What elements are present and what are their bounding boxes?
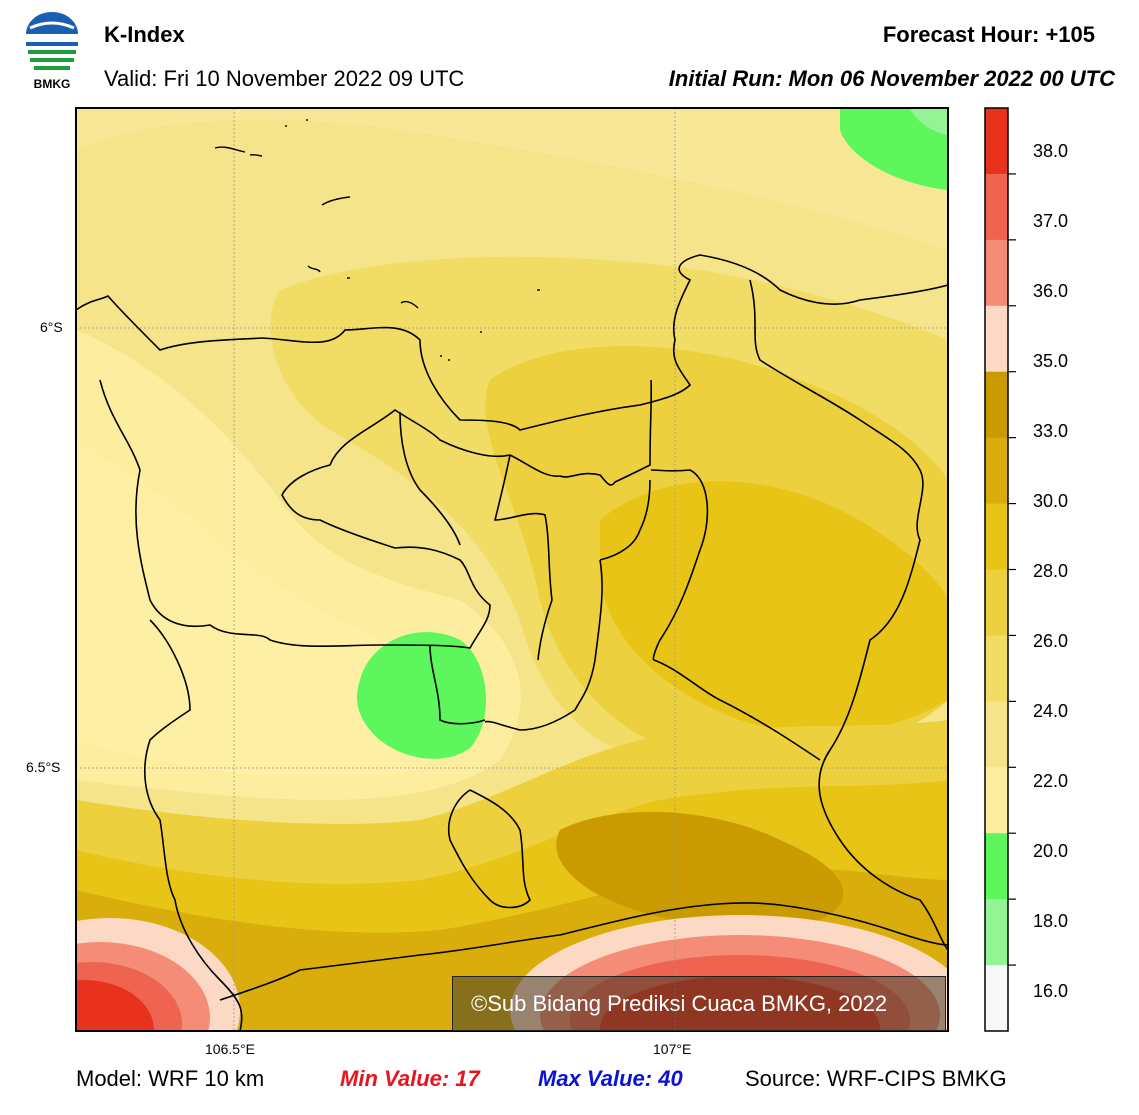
graticule <box>76 108 948 1031</box>
model-info: Model: WRF 10 km <box>76 1066 265 1091</box>
colorbar-tick-label: 16.0 <box>1033 981 1069 1001</box>
colorbar-tick-label: 28.0 <box>1033 561 1069 581</box>
colorbar-segment <box>985 635 1008 702</box>
min-value: Min Value: 17 <box>340 1066 480 1091</box>
colorbar-segment <box>985 701 1008 768</box>
map-title: K-Index <box>104 22 185 47</box>
source-info: Source: WRF-CIPS BMKG <box>745 1066 1007 1091</box>
colorbar-tick-label: 18.0 <box>1033 911 1069 931</box>
forecast-hour: Forecast Hour: +105 <box>882 22 1095 47</box>
lat-label-6s: 6°S <box>40 319 63 335</box>
colorbar-tick-label: 20.0 <box>1033 841 1069 861</box>
colorbar-segment <box>985 371 1008 439</box>
colorbar-segment <box>985 833 1008 900</box>
colorbar <box>985 108 1016 1032</box>
logo-text: BMKG <box>34 77 71 91</box>
colorbar-segment <box>985 437 1008 505</box>
colorbar-tick-label: 37.0 <box>1033 211 1069 231</box>
colorbar-tick-label: 36.0 <box>1033 281 1069 301</box>
k-index-field <box>76 108 948 1031</box>
colorbar-segment <box>985 569 1008 636</box>
colorbar-segment <box>985 173 1008 241</box>
initial-run: Initial Run: Mon 06 November 2022 00 UTC <box>668 66 1115 91</box>
valid-time: Valid: Fri 10 November 2022 09 UTC <box>104 66 465 91</box>
colorbar-tick-label: 26.0 <box>1033 631 1069 651</box>
colorbar-segment <box>985 239 1008 307</box>
bmkg-logo: BMKG <box>20 12 84 92</box>
bmkg-logo-emblem: BMKG <box>26 12 78 91</box>
colorbar-tick-label: 24.0 <box>1033 701 1069 721</box>
colorbar-tick-label: 30.0 <box>1033 491 1069 511</box>
admin-boundaries <box>76 254 948 1031</box>
colorbar-segment <box>985 899 1008 966</box>
colorbar-segment <box>985 108 1008 175</box>
copyright-notice: ©Sub Bidang Prediksi Cuaca BMKG, 2022 <box>452 976 946 1031</box>
colorbar-segment <box>985 503 1008 570</box>
colorbar-tick-label: 22.0 <box>1033 771 1069 791</box>
colorbar-segment <box>985 767 1008 834</box>
colorbar-tick-label: 35.0 <box>1033 351 1069 371</box>
colorbar-segment <box>985 965 1008 1032</box>
lon-label-106-5e: 106.5°E <box>205 1041 255 1057</box>
lon-label-107e: 107°E <box>653 1041 692 1057</box>
colorbar-tick-label: 38.0 <box>1033 141 1069 161</box>
colorbar-frame <box>984 107 1009 1032</box>
lat-label-6-5s: 6.5°S <box>26 759 61 775</box>
max-value: Max Value: 40 <box>538 1066 683 1091</box>
colorbar-segment <box>985 305 1008 373</box>
islands <box>214 119 540 361</box>
map-frame <box>75 107 949 1032</box>
colorbar-tick-label: 33.0 <box>1033 421 1069 441</box>
